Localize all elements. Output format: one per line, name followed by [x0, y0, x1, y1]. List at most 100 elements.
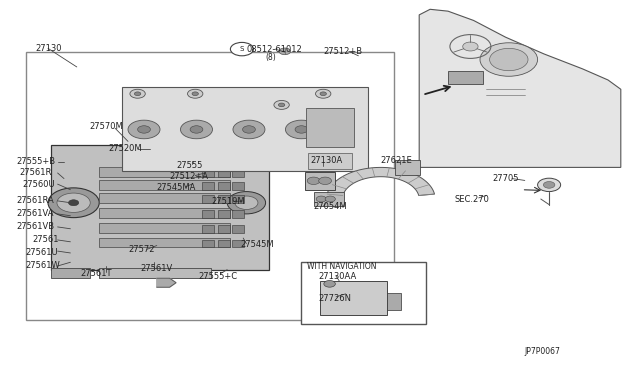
- Text: 27520M: 27520M: [109, 144, 143, 153]
- Text: 27545M: 27545M: [240, 240, 274, 249]
- Circle shape: [235, 196, 258, 209]
- Text: 27561VA: 27561VA: [16, 209, 54, 218]
- Circle shape: [319, 177, 332, 185]
- Bar: [218, 225, 230, 232]
- Bar: [218, 169, 230, 177]
- Text: 27561V: 27561V: [141, 264, 173, 273]
- Bar: [232, 240, 244, 247]
- Circle shape: [295, 126, 308, 133]
- Bar: [51, 268, 90, 278]
- Bar: [99, 167, 230, 177]
- Text: 27054M: 27054M: [314, 202, 348, 211]
- Circle shape: [48, 188, 99, 218]
- Text: 27561VB: 27561VB: [16, 222, 54, 231]
- Text: 27561W: 27561W: [26, 262, 60, 270]
- Bar: [232, 210, 244, 218]
- Circle shape: [316, 89, 331, 98]
- Circle shape: [190, 126, 203, 133]
- Circle shape: [324, 280, 335, 287]
- Bar: [99, 208, 230, 218]
- Text: 27555+C: 27555+C: [198, 272, 237, 280]
- Bar: [314, 192, 344, 206]
- Bar: [218, 240, 230, 247]
- Bar: [202, 195, 214, 203]
- Text: 27545MA: 27545MA: [157, 183, 196, 192]
- Bar: [218, 195, 230, 203]
- Circle shape: [192, 92, 198, 96]
- Bar: [448, 71, 483, 84]
- Text: 27555: 27555: [176, 161, 202, 170]
- Circle shape: [128, 120, 160, 139]
- Text: 27130: 27130: [35, 44, 61, 53]
- Text: 27512+A: 27512+A: [170, 172, 209, 181]
- Polygon shape: [327, 167, 435, 196]
- Circle shape: [130, 89, 145, 98]
- Bar: [122, 87, 368, 171]
- Text: 27570M: 27570M: [90, 122, 124, 131]
- Bar: [99, 238, 230, 247]
- Bar: [202, 240, 214, 247]
- Circle shape: [463, 42, 478, 51]
- Text: SEC.270: SEC.270: [454, 195, 489, 203]
- Circle shape: [543, 182, 555, 188]
- Bar: [26, 52, 394, 320]
- Circle shape: [138, 126, 150, 133]
- Bar: [232, 225, 244, 232]
- Circle shape: [57, 193, 90, 212]
- Text: 27555+B: 27555+B: [16, 157, 55, 166]
- Bar: [202, 169, 214, 177]
- Text: 27512+B: 27512+B: [323, 47, 362, 56]
- Bar: [320, 281, 387, 315]
- Bar: [387, 293, 401, 310]
- Text: 27561R: 27561R: [19, 169, 52, 177]
- Circle shape: [274, 100, 289, 109]
- Bar: [395, 160, 420, 175]
- Text: JP7P0067: JP7P0067: [525, 347, 561, 356]
- Text: 27561RA: 27561RA: [16, 196, 54, 205]
- Circle shape: [316, 196, 326, 202]
- Circle shape: [325, 196, 335, 202]
- Bar: [99, 268, 211, 278]
- Bar: [305, 172, 335, 190]
- Text: 27561U: 27561U: [26, 248, 58, 257]
- Text: 27560U: 27560U: [22, 180, 55, 189]
- Circle shape: [188, 89, 203, 98]
- Bar: [202, 210, 214, 218]
- Circle shape: [307, 177, 320, 185]
- Text: 27705: 27705: [493, 174, 519, 183]
- Bar: [306, 108, 354, 147]
- Circle shape: [180, 120, 212, 139]
- Bar: [99, 180, 230, 190]
- Bar: [308, 153, 352, 169]
- Text: 27726N: 27726N: [319, 294, 352, 303]
- Circle shape: [68, 200, 79, 206]
- Bar: [51, 145, 269, 270]
- Polygon shape: [419, 9, 621, 167]
- Circle shape: [243, 126, 255, 133]
- Bar: [218, 210, 230, 218]
- Circle shape: [538, 178, 561, 192]
- Text: (8): (8): [266, 53, 276, 62]
- Text: 08512-61012: 08512-61012: [246, 45, 302, 54]
- Text: 27572: 27572: [128, 246, 154, 254]
- Text: WITH NAVIGATION: WITH NAVIGATION: [307, 262, 377, 271]
- Circle shape: [285, 120, 317, 139]
- Bar: [218, 182, 230, 190]
- Text: S: S: [240, 46, 244, 52]
- Circle shape: [279, 48, 291, 55]
- Bar: [232, 169, 244, 177]
- Bar: [99, 223, 230, 232]
- Text: 27130AA: 27130AA: [319, 272, 357, 280]
- Bar: [99, 193, 230, 203]
- Bar: [301, 262, 426, 324]
- Bar: [232, 182, 244, 190]
- Text: 27130A: 27130A: [310, 156, 342, 165]
- Text: 27561: 27561: [32, 235, 58, 244]
- Circle shape: [278, 103, 285, 107]
- Bar: [232, 195, 244, 203]
- Circle shape: [320, 92, 326, 96]
- Bar: [202, 182, 214, 190]
- Text: 27561T: 27561T: [80, 269, 111, 278]
- Circle shape: [227, 192, 266, 214]
- Text: 27519M: 27519M: [211, 197, 245, 206]
